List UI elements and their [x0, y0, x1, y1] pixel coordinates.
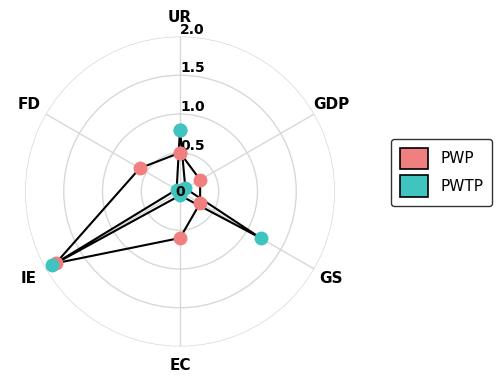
Text: 0: 0 — [175, 185, 185, 198]
Legend: PWP, PWTP: PWP, PWTP — [392, 139, 492, 206]
